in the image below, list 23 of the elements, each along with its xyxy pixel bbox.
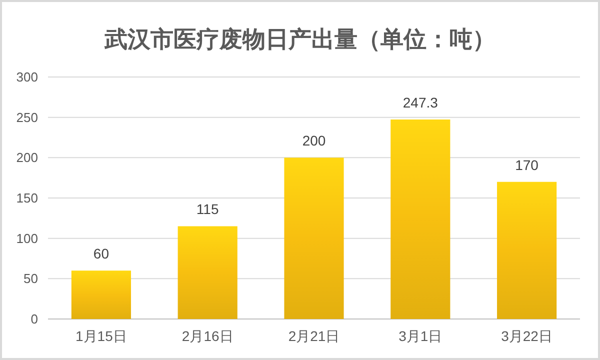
bar [178, 226, 238, 319]
y-tick-label: 300 [16, 70, 38, 85]
y-tick-label: 150 [16, 190, 38, 206]
data-label: 115 [196, 201, 219, 218]
y-tick-label: 50 [24, 271, 38, 286]
bar [284, 158, 344, 319]
data-label: 200 [302, 132, 326, 149]
x-tick-label: 1月15日 [76, 328, 127, 344]
y-tick-label: 100 [16, 230, 38, 246]
data-label: 60 [93, 246, 110, 262]
x-tick-label: 2月21日 [288, 328, 340, 344]
bar [390, 120, 450, 319]
bar [71, 270, 131, 319]
x-tick-label: 3月22日 [501, 328, 552, 344]
y-tick-label: 200 [16, 150, 38, 166]
y-tick-label: 250 [16, 110, 38, 125]
x-tick-label: 2月16日 [182, 328, 234, 344]
y-tick-label: 0 [30, 312, 38, 327]
data-label: 170 [515, 156, 539, 173]
bar [497, 182, 557, 319]
data-label: 247.3 [402, 94, 438, 111]
x-tick-label: 3月1日 [398, 328, 442, 344]
chart-title: 武汉市医疗废物日产出量（单位：吨） [104, 26, 496, 52]
